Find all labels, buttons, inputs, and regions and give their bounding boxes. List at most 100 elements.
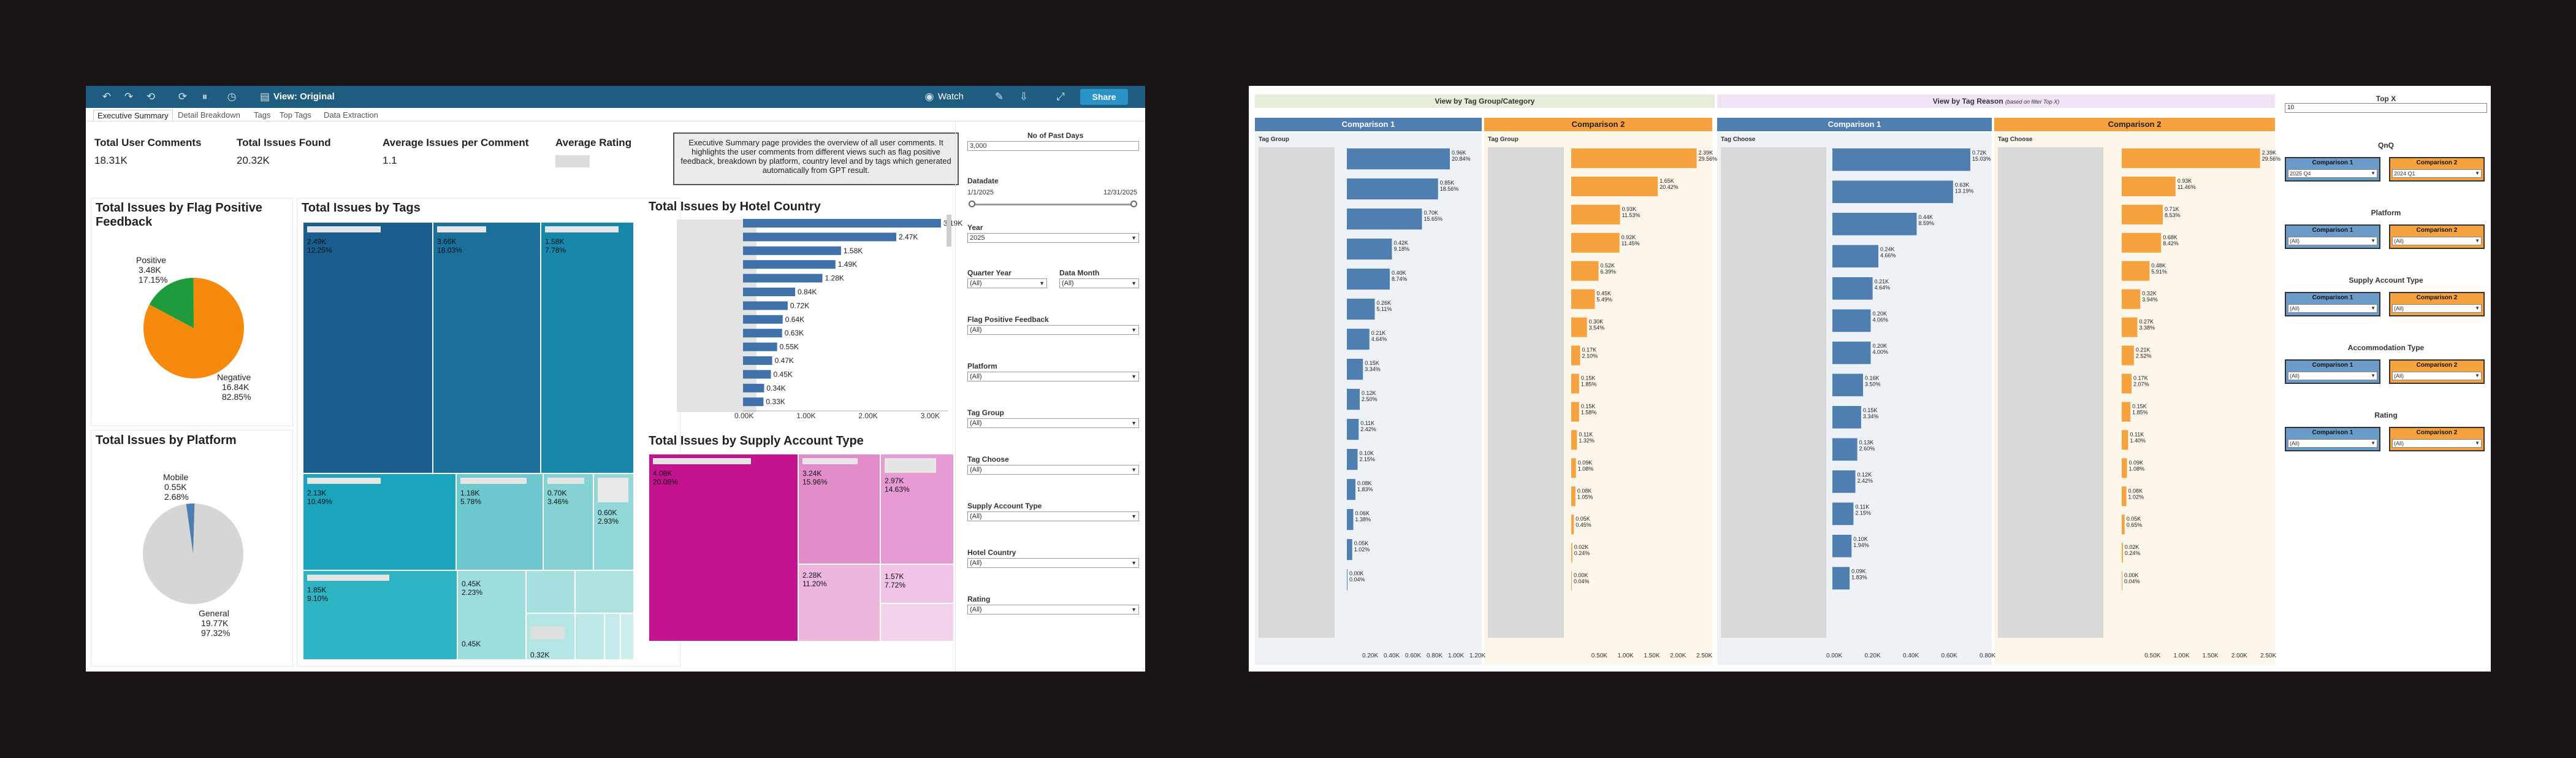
- kpi-value-avg-issues: 1.1: [383, 155, 397, 166]
- platform-filter-select[interactable]: (All) ▼: [967, 372, 1139, 381]
- past-days-input[interactable]: 3,000: [967, 141, 1139, 151]
- section-cmp1-select[interactable]: (All) ▼: [2288, 237, 2377, 245]
- section-cmp2-select[interactable]: (All) ▼: [2392, 439, 2482, 448]
- share-button[interactable]: Share: [1080, 89, 1128, 105]
- tag-tile[interactable]: [604, 613, 620, 660]
- date-slider-start-handle[interactable]: [969, 201, 975, 207]
- tag-tile[interactable]: [526, 570, 575, 613]
- tab-detail-breakdown[interactable]: Detail Breakdown: [178, 110, 240, 120]
- platform-card: [91, 430, 293, 667]
- pause-icon[interactable]: ⏸: [202, 91, 208, 102]
- quarter-label: Quarter Year: [967, 269, 1012, 277]
- tag-tile[interactable]: 1.58K 7.78%: [541, 222, 634, 473]
- section-title: Supply Account Type: [2349, 276, 2423, 285]
- datamonth-select[interactable]: (All) ▼: [1059, 278, 1139, 288]
- section-title: QnQ: [2378, 141, 2394, 150]
- tag-tile[interactable]: 3.66K 18.03%: [433, 222, 541, 473]
- section-cmp2-select[interactable]: (All) ▼: [2392, 372, 2482, 380]
- supply-filter-select[interactable]: (All) ▼: [967, 511, 1139, 521]
- topx-label: Top X: [2376, 94, 2396, 103]
- quarter-select[interactable]: (All) ▼: [967, 278, 1047, 288]
- section-cmp1-select[interactable]: 2025 Q4 ▼: [2288, 169, 2377, 178]
- chevron-down-icon: ▼: [2475, 373, 2480, 378]
- tag-tile[interactable]: 0.60K 2.93%: [593, 473, 634, 570]
- section-cmp2-select[interactable]: (All) ▼: [2392, 304, 2482, 313]
- group-cmp1-names: [1259, 147, 1335, 638]
- general-name: General: [199, 608, 229, 618]
- pie-slice-mobile[interactable]: [186, 503, 195, 554]
- pie-slice-general[interactable]: [143, 503, 244, 604]
- country-filter-select[interactable]: (All) ▼: [967, 558, 1139, 568]
- flag-filter-select[interactable]: (All) ▼: [967, 325, 1139, 335]
- tag-tile[interactable]: 1.85K 9.10%: [303, 570, 457, 660]
- year-select[interactable]: 2025 ▼: [967, 233, 1139, 243]
- tab-tags[interactable]: Tags: [254, 110, 271, 120]
- tag-tile[interactable]: 1.18K 5.78%: [456, 473, 543, 570]
- chevron-down-icon: ▼: [1131, 607, 1137, 613]
- tag-tile[interactable]: 0.32K: [526, 613, 575, 660]
- mobile-value: 0.55K: [164, 482, 187, 492]
- supply-tile[interactable]: 2.28K 11.20%: [798, 564, 880, 641]
- tag-tile[interactable]: [575, 570, 634, 613]
- section-cmp1-box: Comparison 1 (All) ▼: [2285, 224, 2380, 249]
- supply-title: Total Issues by Supply Account Type: [649, 434, 864, 448]
- tag-tile[interactable]: [575, 613, 604, 660]
- chevron-down-icon: ▼: [1131, 513, 1137, 519]
- reason-cmp1-names: [1721, 147, 1826, 638]
- group-cmp1-header: Comparison 1: [1255, 118, 1482, 131]
- tag-tile[interactable]: 2.13K 10.49%: [303, 473, 456, 570]
- section-cmp2-select[interactable]: 2024 Q1 ▼: [2392, 169, 2482, 178]
- topx-input[interactable]: 10: [2285, 103, 2487, 113]
- kpi-label-avg-rating: Average Rating: [555, 137, 632, 148]
- kpi-value-avg-rating: [555, 155, 590, 167]
- tab-top-tags[interactable]: Top Tags: [280, 110, 311, 120]
- supply-tile[interactable]: 3.24K 15.96%: [798, 454, 880, 564]
- rating-filter-select[interactable]: (All) ▼: [967, 605, 1139, 614]
- tagchoose-filter-select[interactable]: (All) ▼: [967, 465, 1139, 475]
- kpi-label-user-comments: Total User Comments: [94, 137, 202, 148]
- tag-tile[interactable]: 0.45K 2.23% 0.45K: [457, 570, 526, 660]
- revert-icon[interactable]: ⟲: [146, 91, 156, 102]
- section-cmp2-select[interactable]: (All) ▼: [2392, 237, 2482, 245]
- group-header: View by Tag Group/Category: [1255, 94, 1715, 108]
- history-icon[interactable]: ◷: [227, 91, 237, 102]
- undo-icon[interactable]: ↶: [102, 91, 112, 102]
- supply-tile[interactable]: 4.08K 20.08%: [649, 454, 798, 641]
- pie-slice-positive[interactable]: [149, 278, 194, 328]
- positive-pct: 17.15%: [139, 275, 168, 285]
- view-label[interactable]: View: Original: [273, 91, 335, 102]
- section-cmp1-label: Comparison 1: [2312, 294, 2353, 301]
- watch-button[interactable]: Watch: [938, 91, 964, 102]
- chevron-down-icon: ▼: [2371, 373, 2376, 378]
- group-cmp1-col: Tag Group: [1259, 136, 1289, 143]
- comment-icon[interactable]: ✎: [994, 91, 1004, 102]
- supply-tile[interactable]: [880, 603, 954, 641]
- tag-tile[interactable]: 2.49K 12.25%: [303, 222, 433, 473]
- section-cmp1-select[interactable]: (All) ▼: [2288, 372, 2377, 380]
- date-slider-end-handle[interactable]: [1130, 201, 1137, 207]
- redo-icon[interactable]: ↷: [124, 91, 134, 102]
- section-cmp2-label: Comparison 2: [2416, 362, 2458, 369]
- tab-data-extraction[interactable]: Data Extraction: [324, 110, 378, 120]
- section-cmp1-select[interactable]: (All) ▼: [2288, 304, 2377, 313]
- tag-tile[interactable]: 0.70K 3.46%: [543, 473, 593, 570]
- section-cmp2-label: Comparison 2: [2416, 227, 2458, 234]
- reason-cmp2-col: Tag Choose: [1998, 136, 2033, 143]
- country-scrollbar[interactable]: [947, 215, 951, 247]
- tag-tile[interactable]: [620, 613, 634, 660]
- download-icon[interactable]: ⇩: [1019, 91, 1029, 102]
- section-cmp2-box: Comparison 2 (All) ▼: [2389, 224, 2485, 249]
- general-pct: 97.32%: [201, 628, 231, 638]
- refresh-icon[interactable]: ⟳: [178, 91, 188, 102]
- rating-filter-label: Rating: [967, 595, 991, 603]
- fullscreen-icon[interactable]: ⤢: [1056, 91, 1065, 102]
- supply-tile[interactable]: 2.97K 14.63%: [880, 454, 954, 564]
- date-slider-track[interactable]: [972, 204, 1134, 205]
- tab-executive-summary[interactable]: Executive Summary: [93, 110, 173, 121]
- chevron-down-icon: ▼: [1131, 373, 1137, 380]
- general-value: 19.77K: [201, 618, 229, 628]
- taggroup-filter-select[interactable]: (All) ▼: [967, 418, 1139, 428]
- chevron-down-icon: ▼: [2475, 440, 2480, 446]
- section-cmp1-select[interactable]: (All) ▼: [2288, 439, 2377, 448]
- supply-tile[interactable]: 1.57K 7.72%: [880, 564, 954, 603]
